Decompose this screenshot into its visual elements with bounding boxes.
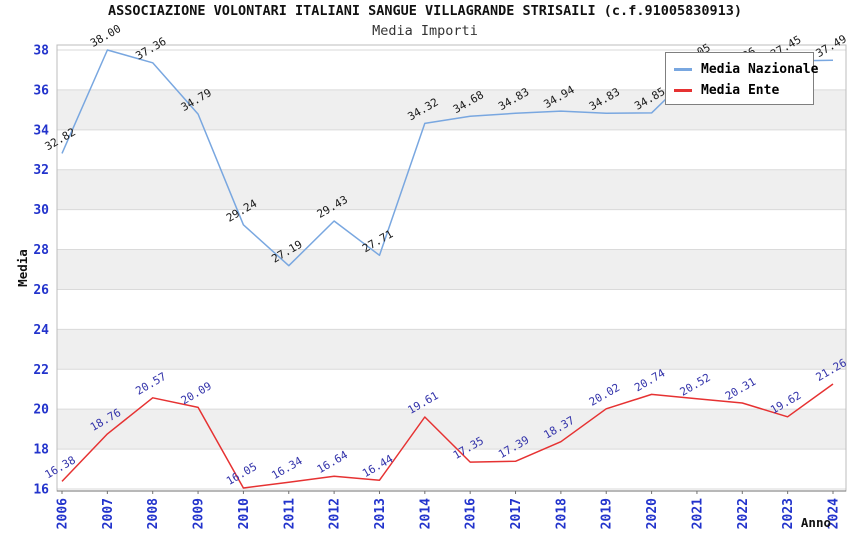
legend: Media Nazionale Media Ente	[665, 52, 818, 105]
y-axis-title: Media	[15, 249, 30, 287]
grid-band	[57, 329, 846, 370]
grid-band	[57, 249, 846, 290]
y-tick-label: 38	[33, 44, 49, 59]
legend-label: Media Nazionale	[701, 62, 819, 77]
x-tick-label: 2020	[645, 498, 660, 529]
y-tick-label: 22	[33, 363, 49, 378]
x-tick-label: 2023	[781, 498, 796, 529]
legend-line-sample	[674, 68, 692, 71]
y-tick-label: 24	[33, 323, 49, 338]
x-tick-label: 2018	[554, 498, 569, 529]
data-label: 37.49	[814, 32, 849, 60]
legend-entry-media-nazionale: Media Nazionale	[666, 59, 818, 80]
y-tick-label: 18	[33, 443, 49, 458]
y-tick-label: 20	[33, 403, 49, 418]
x-tick-label: 2021	[690, 498, 705, 529]
data-label: 37.36	[133, 35, 168, 63]
x-tick-label: 2013	[373, 498, 388, 529]
y-tick-label: 36	[33, 83, 49, 98]
x-tick-label: 2017	[509, 498, 524, 529]
y-tick-label: 34	[33, 123, 49, 138]
x-tick-label: 2010	[237, 498, 252, 529]
data-label: 16.64	[315, 448, 351, 476]
data-label: 20.74	[632, 366, 668, 394]
data-label: 20.52	[678, 371, 713, 399]
x-tick-label: 2012	[328, 498, 343, 529]
legend-entry-media-ente: Media Ente	[666, 80, 813, 101]
data-label: 20.02	[587, 381, 622, 409]
data-label: 20.09	[179, 379, 214, 407]
legend-line-sample	[674, 89, 692, 92]
data-label: 20.31	[723, 375, 758, 403]
y-tick-label: 16	[33, 483, 49, 498]
x-tick-label: 2009	[192, 498, 207, 529]
data-label: 16.34	[269, 454, 305, 482]
data-label: 20.57	[133, 370, 168, 398]
series-line-media-ente	[61, 383, 834, 489]
x-tick-label: 2016	[464, 498, 479, 529]
data-label: 16.38	[43, 453, 78, 481]
chart-subtitle: Media Importi	[372, 23, 478, 39]
x-tick-label: 2024	[827, 498, 842, 529]
y-tick-label: 30	[33, 203, 49, 218]
data-label: 38.00	[88, 22, 123, 50]
x-tick-label: 2007	[101, 498, 116, 529]
legend-label: Media Ente	[701, 83, 780, 98]
x-tick-label: 2019	[600, 498, 615, 529]
x-tick-label: 2014	[418, 498, 433, 529]
x-axis-title: Anno	[801, 515, 831, 530]
chart-title: ASSOCIAZIONE VOLONTARI ITALIANI SANGUE V…	[108, 3, 742, 19]
grid-band	[57, 409, 846, 450]
x-tick-label: 2011	[282, 498, 297, 529]
y-tick-label: 28	[33, 243, 49, 258]
x-tick-label: 2022	[736, 498, 751, 529]
y-tick-label: 26	[33, 283, 49, 298]
data-label: 16.44	[360, 452, 396, 480]
grid-band	[57, 169, 846, 210]
x-tick-label: 2008	[146, 498, 161, 529]
x-tick-label: 2006	[56, 498, 71, 529]
y-tick-label: 32	[33, 163, 49, 178]
